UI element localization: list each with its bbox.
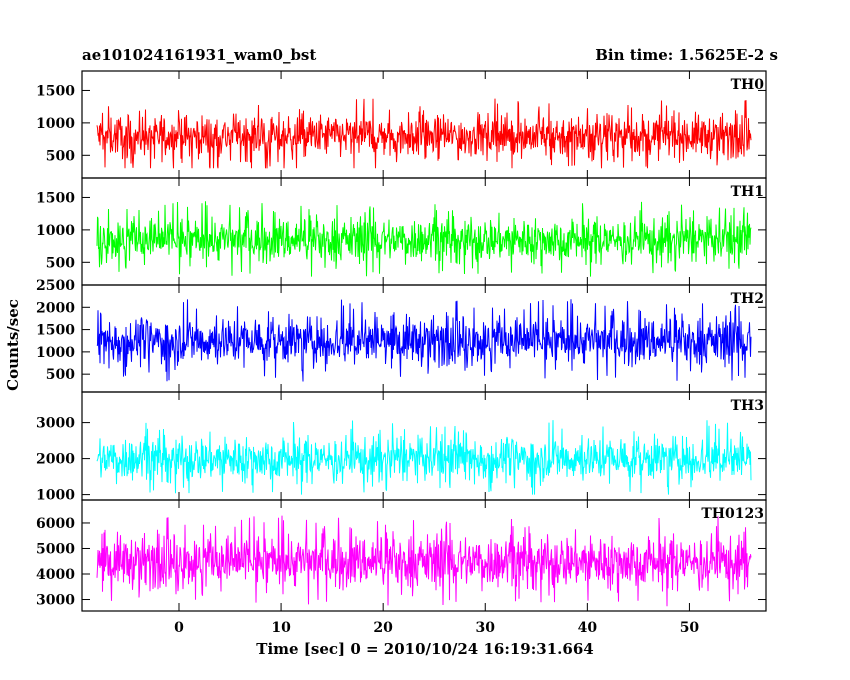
series-label-th0: TH0 [731, 77, 765, 93]
y-tick-label: 500 [46, 148, 75, 164]
y-tick-label: 5000 [36, 541, 75, 557]
panel-th0: 500 1000 1500 TH0 [36, 70, 767, 179]
y-tick-label: 1500 [36, 323, 75, 339]
y-axis-label: Counts/sec [4, 299, 22, 391]
y-tick-label: 500 [46, 255, 75, 271]
y-tick-label: 2000 [36, 452, 75, 468]
y-tick-label: 500 [46, 367, 75, 383]
panel-th0123: 3000 4000 5000 6000 TH0123 [36, 499, 767, 612]
series-line-th3 [96, 420, 752, 495]
series-line-th0 [96, 98, 752, 169]
y-tick-label: 1500 [36, 83, 75, 99]
panels-group: 500 1000 1500 TH0 500 1000 1500 TH1 500 1000 1500 2… [36, 70, 767, 612]
x-tick-label: 40 [578, 620, 598, 636]
chart-title-left: ae101024161931_wam0_bst [82, 46, 316, 64]
panel-frame [81, 177, 767, 286]
panel-th3: 1000 2000 3000 TH3 [36, 391, 767, 504]
y-tick-label: 2000 [36, 300, 75, 316]
panel-th2: 500 1000 1500 2000 2500 TH2 [36, 278, 767, 393]
series-line-th0123 [96, 515, 752, 607]
panel-frame [81, 499, 767, 612]
x-tick-label: 50 [680, 620, 700, 636]
series-label-th1: TH1 [731, 184, 764, 200]
y-tick-label: 1000 [36, 223, 75, 239]
y-tick-label: 3000 [36, 416, 75, 432]
x-tick-label: 0 [174, 620, 184, 636]
series-line-th1 [96, 201, 752, 277]
y-tick-label: 6000 [36, 516, 75, 532]
series-label-th2: TH2 [731, 291, 764, 307]
panel-th1: 500 1000 1500 TH1 [36, 177, 767, 286]
series-label-th0123: TH0123 [701, 506, 764, 522]
series-line-th2 [96, 299, 752, 382]
x-axis-ticks: 0 10 20 30 40 50 [174, 620, 699, 636]
chart-title-right: Bin time: 1.5625E-2 s [595, 46, 778, 64]
panel-frame [81, 391, 767, 501]
x-tick-label: 30 [476, 620, 496, 636]
x-tick-label: 10 [271, 620, 291, 636]
x-tick-label: 20 [373, 620, 393, 636]
x-axis-label: Time [sec] 0 = 2010/10/24 16:19:31.664 [256, 640, 593, 658]
y-tick-label: 1000 [36, 488, 75, 504]
y-tick-label: 1500 [36, 190, 75, 206]
y-tick-label: 3000 [36, 593, 75, 609]
y-tick-label: 2500 [36, 278, 75, 294]
y-tick-label: 4000 [36, 567, 75, 583]
series-label-th3: TH3 [731, 398, 764, 414]
y-tick-label: 1000 [36, 345, 75, 361]
y-tick-label: 1000 [36, 116, 75, 132]
